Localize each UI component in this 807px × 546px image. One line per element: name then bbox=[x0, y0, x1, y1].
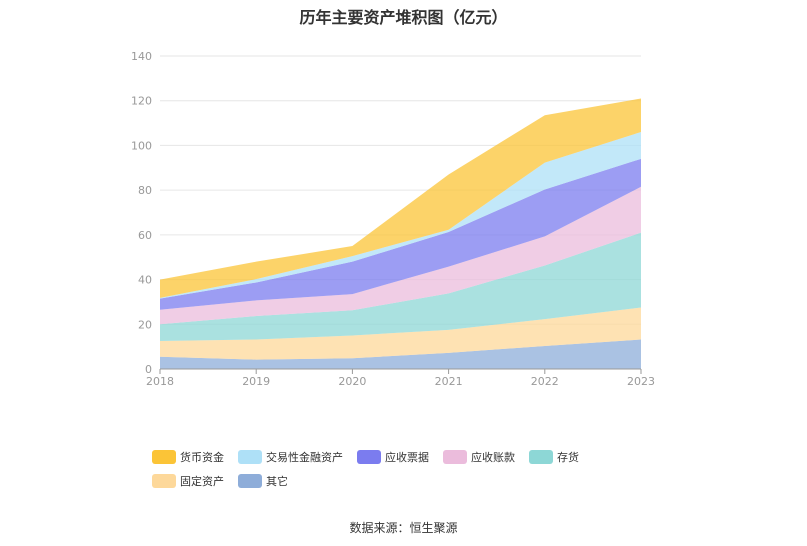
y-tick-label: 40 bbox=[138, 274, 152, 287]
legend-label: 交易性金融资产 bbox=[266, 450, 343, 464]
y-tick-label: 100 bbox=[131, 139, 152, 152]
legend-item[interactable]: 应收票据 bbox=[357, 449, 429, 464]
area-series-存货 bbox=[160, 232, 641, 342]
axes: 0 20 40 60 80 100 120 140 2018 2019 2020 2021 2022 20… bbox=[131, 50, 655, 388]
legend-item[interactable]: 其它 bbox=[238, 473, 288, 488]
x-tick-label: 2020 bbox=[338, 375, 366, 388]
x-tick-label: 2021 bbox=[435, 375, 463, 388]
y-tick-label: 0 bbox=[145, 363, 152, 376]
legend-swatch bbox=[238, 449, 262, 464]
area-series bbox=[160, 98, 641, 369]
area-series-交易性金融资产 bbox=[160, 132, 641, 299]
legend-swatch bbox=[529, 449, 553, 464]
area-series-应收账款 bbox=[160, 186, 641, 325]
legend-label: 货币资金 bbox=[180, 450, 224, 464]
x-tick-label: 2022 bbox=[531, 375, 559, 388]
y-tick-label: 60 bbox=[138, 229, 152, 242]
y-tick-label: 120 bbox=[131, 95, 152, 108]
legend-label: 固定资产 bbox=[180, 474, 224, 488]
data-source: 数据来源：恒生聚源 bbox=[349, 521, 458, 535]
x-tick-label: 2018 bbox=[146, 375, 174, 388]
area-series-应收票据 bbox=[160, 158, 641, 310]
area-series-货币资金 bbox=[160, 98, 641, 298]
legend: 货币资金 交易性金融资产 应收票据 应收账款 存货固定资产 其它 bbox=[152, 449, 672, 488]
area-series-固定资产 bbox=[160, 307, 641, 360]
legend-item[interactable]: 固定资产 bbox=[152, 473, 224, 488]
legend-swatch bbox=[152, 473, 176, 488]
legend-item[interactable]: 交易性金融资产 bbox=[238, 449, 343, 464]
area-series-其它 bbox=[160, 339, 641, 369]
y-tick-label: 20 bbox=[138, 318, 152, 331]
x-tick-label: 2023 bbox=[627, 375, 655, 388]
legend-swatch bbox=[357, 449, 381, 464]
legend-label: 存货 bbox=[557, 450, 579, 464]
x-tick-label: 2019 bbox=[242, 375, 270, 388]
y-tick-label: 140 bbox=[131, 50, 152, 63]
legend-swatch bbox=[443, 449, 467, 464]
legend-item[interactable]: 存货 bbox=[529, 449, 579, 464]
legend-label: 应收账款 bbox=[471, 450, 515, 464]
legend-label: 其它 bbox=[266, 474, 288, 488]
legend-swatch bbox=[152, 449, 176, 464]
legend-item[interactable]: 应收账款 bbox=[443, 449, 515, 464]
y-tick-label: 80 bbox=[138, 184, 152, 197]
legend-swatch bbox=[238, 473, 262, 488]
chart-title: 历年主要资产堆积图（亿元） bbox=[299, 8, 508, 27]
legend-label: 应收票据 bbox=[385, 450, 429, 464]
legend-item[interactable]: 货币资金 bbox=[152, 449, 224, 464]
